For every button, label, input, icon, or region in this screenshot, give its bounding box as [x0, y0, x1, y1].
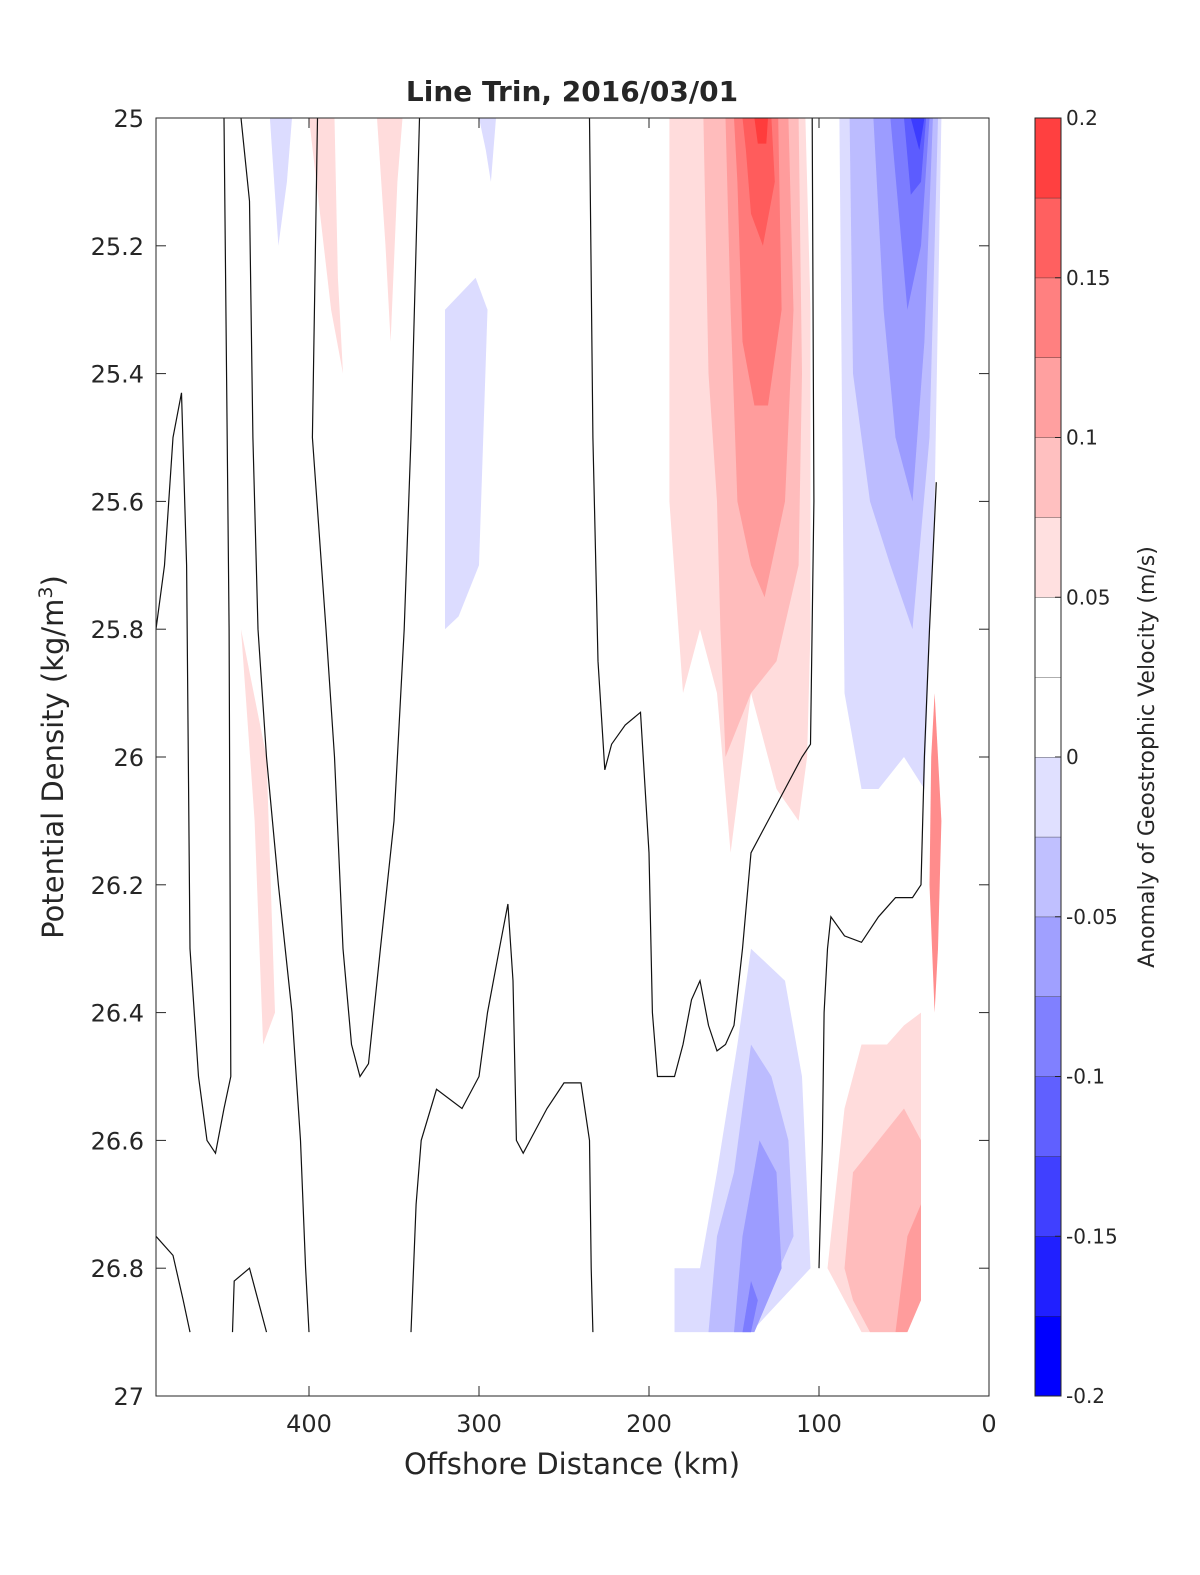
- contour-fill-25: [929, 693, 942, 1013]
- colorbar-band: [1035, 836, 1061, 917]
- colorbar-tick-label: -0.2: [1066, 1384, 1105, 1408]
- colorbar-band: [1035, 1076, 1061, 1157]
- colorbar-band: [1035, 437, 1061, 518]
- y-axis-label-end: ): [36, 575, 70, 586]
- x-axis: 400 300 200 100 0: [286, 118, 997, 1438]
- x-tick-label: 200: [626, 1410, 672, 1438]
- y-tick-label: 26.2: [91, 872, 144, 900]
- colorbar: 0.2 0.15 0.1 0.05 0 -0.05 -0.1 -0.15 -0.2 Anomal…: [1034, 106, 1160, 1408]
- y-axis-label-superscript: 3: [35, 586, 57, 598]
- y-tick-label: 25.2: [91, 233, 144, 261]
- zero-contour-0: [155, 117, 232, 1155]
- x-tick-label: 400: [286, 1410, 332, 1438]
- contour-fill-20: [734, 1140, 782, 1333]
- colorbar-band: [1035, 517, 1061, 598]
- zero-contour-7: [231, 1267, 268, 1333]
- y-axis: 25 25.2 25.4 25.6 25.8 26 26.2 26.4 26.6 26.8 27: [91, 105, 989, 1411]
- contour-fill-24: [895, 1204, 921, 1333]
- colorbar-band: [1035, 996, 1061, 1077]
- colorbar-tick-label: 0.05: [1066, 585, 1111, 609]
- x-axis-label: Offshore Distance (km): [404, 1447, 740, 1481]
- y-tick-label: 26.6: [91, 1127, 144, 1155]
- colorbar-tick-label: -0.15: [1066, 1224, 1118, 1248]
- y-axis-label-main: Potential Density (kg/m: [36, 599, 70, 939]
- contour-fill-21: [742, 1281, 758, 1333]
- zero-contour-2: [311, 117, 421, 1078]
- zero-contour-5: [818, 482, 937, 1269]
- plot-area: [155, 117, 990, 1397]
- contour-fill-11: [445, 277, 488, 630]
- y-tick-label: 26.4: [91, 1000, 144, 1028]
- colorbar-band: [1035, 1236, 1061, 1317]
- velocity-anomaly-fills: [241, 118, 942, 1333]
- chart-title: Line Trin, 2016/03/01: [406, 75, 738, 108]
- colorbar-bands: [1035, 117, 1061, 1396]
- zero-contour-6: [155, 1235, 191, 1333]
- y-tick-label: 26: [113, 744, 144, 772]
- colorbar-band: [1035, 357, 1061, 438]
- y-tick-label: 25: [113, 105, 144, 133]
- colorbar-tick-label: -0.1: [1066, 1065, 1105, 1089]
- colorbar-tick-label: 0.2: [1066, 106, 1098, 130]
- colorbar-band: [1035, 1156, 1061, 1237]
- contour-fill-23: [844, 1108, 921, 1333]
- colorbar-band: [1035, 277, 1061, 358]
- colorbar-band: [1035, 916, 1061, 997]
- colorbar-band: [1035, 757, 1061, 837]
- colorbar-label: Anomaly of Geostrophic Velocity (m/s): [1135, 546, 1160, 968]
- y-tick-label: 25.6: [91, 488, 144, 516]
- contour-fill-10: [479, 118, 496, 182]
- colorbar-band: [1035, 118, 1061, 198]
- colorbar-band: [1035, 1316, 1061, 1396]
- contour-fill-4: [742, 118, 775, 246]
- colorbar-tick-label: -0.05: [1066, 905, 1118, 929]
- zero-contour-4: [588, 117, 815, 1078]
- contour-fill-9: [269, 118, 292, 246]
- colorbar-band: [1035, 197, 1061, 278]
- y-tick-label: 25.8: [91, 616, 144, 644]
- colorbar-tick-label: 0: [1066, 745, 1079, 769]
- zero-contour-lines: [155, 117, 937, 1333]
- contour-fill-7: [377, 118, 403, 342]
- x-tick-label: 100: [796, 1410, 842, 1438]
- contour-fill-17: [910, 118, 925, 150]
- y-tick-label: 25.4: [91, 361, 144, 389]
- colorbar-band: [1035, 677, 1061, 757]
- contour-fill-5: [754, 118, 768, 144]
- colorbar-tick-label: 0.15: [1066, 266, 1111, 290]
- colorbar-tick-label: 0.1: [1066, 426, 1098, 450]
- colorbar-band: [1035, 597, 1061, 678]
- contour-fill-8: [241, 629, 275, 1045]
- zero-contour-3: [410, 903, 594, 1333]
- x-tick-label: 300: [456, 1410, 502, 1438]
- colorbar-ticks: 0.2 0.15 0.1 0.05 0 -0.05 -0.1 -0.15 -0.2: [1055, 106, 1118, 1408]
- contour-fill-6: [309, 118, 343, 374]
- x-tick-label: 0: [981, 1410, 996, 1438]
- y-tick-label: 26.8: [91, 1255, 144, 1283]
- y-axis-label: Potential Density (kg/m3): [35, 575, 70, 939]
- zero-contour-1: [240, 117, 310, 1333]
- y-tick-label: 27: [113, 1383, 144, 1411]
